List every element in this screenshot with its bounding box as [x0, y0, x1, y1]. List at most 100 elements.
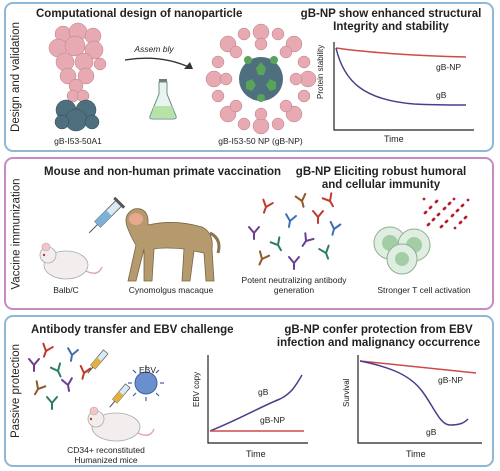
macaque-illustration: [125, 208, 221, 282]
cytokine-dot: [455, 209, 459, 213]
mouse-illustration: [39, 242, 103, 280]
stability-series-label-gb: gB: [436, 90, 447, 100]
panel-side-label: Design and validation: [5, 4, 27, 150]
label-antibody-1: Potent neutralizing antibody: [241, 275, 347, 285]
antibody-icon: [49, 362, 62, 378]
syringe-icon: [109, 383, 131, 408]
cytokine-dot: [423, 211, 427, 215]
antibody-transfer-illustration: [28, 342, 164, 410]
label-gb-monomer: gB-I53-50A1: [54, 136, 102, 146]
cytokine-dot: [428, 206, 432, 210]
cytokine-dot: [458, 221, 462, 225]
humanized-mouse-illustration: [87, 406, 155, 442]
antibody-icon: [301, 232, 315, 247]
series-line-gb: [335, 47, 467, 106]
side-label-design: Design and validation: [10, 22, 22, 132]
cytokine-dot: [452, 197, 456, 201]
antibody-icon: [262, 198, 274, 214]
cytokine-dot: [444, 220, 448, 224]
label-macaque: Cynomolgus macaque: [128, 285, 214, 295]
antibody-icon: [318, 244, 330, 260]
survival-chart: [357, 355, 482, 444]
antibody-icon: [42, 342, 54, 358]
cytokine-dot: [439, 225, 443, 229]
survival-series-label-gb: gB: [426, 427, 437, 437]
vaccine-immunization-panel: Vaccine immunization Mouse and non-human…: [4, 157, 494, 310]
panel-title-immunity-2: and cellular immunity: [321, 179, 441, 191]
antibody-icon: [28, 358, 40, 372]
cytokine-dot: [422, 197, 426, 201]
antibody-icon: [61, 377, 73, 392]
antibody-icon: [248, 226, 260, 240]
cytokine-dot: [431, 218, 435, 222]
antibody-icon: [258, 250, 271, 266]
stability-series-label-np: gB-NP: [436, 62, 462, 72]
cytokine-dot: [426, 223, 430, 227]
label-mouse-strain: Balb/C: [53, 285, 79, 295]
antibody-icon: [329, 220, 342, 236]
assembly-arrow: [124, 57, 193, 69]
cytokine-dot: [460, 204, 464, 208]
series-line-gb: [359, 360, 469, 426]
side-label-vaccine: Vaccine immunization: [10, 177, 23, 290]
antibody-icon: [288, 256, 300, 270]
ebv-copy-series-label-gb: gB: [258, 387, 269, 397]
virus-icon: [128, 365, 164, 401]
panel-side-label: Passive protection: [5, 317, 27, 465]
survival-ylabel: Survival: [342, 378, 351, 407]
t-cells-illustration: [373, 197, 470, 275]
syringe-icon: [88, 196, 126, 234]
panel-title-stability-2: Integrity and stability: [333, 21, 449, 33]
stability-chart: [333, 42, 474, 131]
series-line-gb-np: [335, 47, 467, 58]
antibody-icon: [34, 380, 47, 396]
label-gb-nanoparticle: gB-I53-50 NP (gB-NP): [218, 136, 303, 146]
syringe-icon: [87, 349, 109, 374]
label-assembly: Assem bly: [134, 44, 174, 54]
stability-xlabel: Time: [384, 134, 404, 144]
ebv-copy-xlabel: Time: [246, 449, 266, 459]
survival-axes: [357, 355, 482, 444]
antibody-icon: [79, 364, 92, 380]
cytokine-dot: [453, 226, 457, 230]
panel-title-vaccination: Mouse and non-human primate vaccination: [44, 166, 282, 178]
antibody-icon: [269, 236, 282, 252]
panel-title-design: Computational design of nanoparticle: [36, 8, 243, 20]
panel-side-label: Vaccine immunization: [5, 159, 27, 308]
cytokine-dot: [442, 207, 446, 211]
antibody-icon: [321, 192, 334, 208]
stability-axes: [333, 42, 474, 131]
flask-icon: [149, 79, 177, 120]
panel-title-immunity-1: gB-NP Eliciting robust humoral: [295, 166, 467, 178]
antibody-icon: [67, 347, 79, 362]
ebv-copy-chart: [207, 355, 308, 444]
panel-title-protection-2: infection and malignancy occurrence: [276, 337, 481, 349]
panel-title-ebv-challenge: Antibody transfer and EBV challenge: [31, 324, 234, 336]
panel-title-protection-1: gB-NP confer protection from EBV: [284, 324, 473, 336]
label-antibody-2: generation: [273, 285, 315, 295]
cytokine-dot: [434, 200, 438, 204]
label-ebv: EBV: [139, 365, 157, 375]
label-tcell: Stronger T cell activation: [377, 285, 471, 295]
cytokine-dot: [436, 213, 440, 217]
nanoparticle-illustration: [205, 23, 317, 135]
antibody-icon: [46, 396, 58, 410]
antibodies-illustration: [248, 192, 342, 270]
side-label-passive: Passive protection: [10, 344, 22, 438]
ebv-copy-axes: [207, 355, 308, 444]
design-validation-panel: Design and validation Computational desi…: [4, 2, 494, 152]
stability-ylabel: Protein stability: [316, 44, 325, 99]
cytokine-dot: [466, 198, 470, 202]
panel-title-stability-1: gB-NP show enhanced structural: [300, 8, 482, 20]
cytokine-dot: [447, 202, 451, 206]
cytokine-dot: [450, 214, 454, 218]
ebv-copy-series-label-np: gB-NP: [260, 415, 286, 425]
passive-protection-panel: Passive protection Antibody transfer and…: [4, 315, 494, 467]
antibody-icon: [312, 210, 324, 224]
ebv-copy-ylabel: EBV copy: [192, 371, 201, 407]
series-line-gb: [209, 374, 303, 432]
survival-xlabel: Time: [406, 449, 426, 459]
antibody-icon: [285, 213, 297, 228]
label-mice-1: CD34+ reconstituted: [67, 445, 145, 455]
gb-monomer-illustration: [48, 22, 107, 132]
